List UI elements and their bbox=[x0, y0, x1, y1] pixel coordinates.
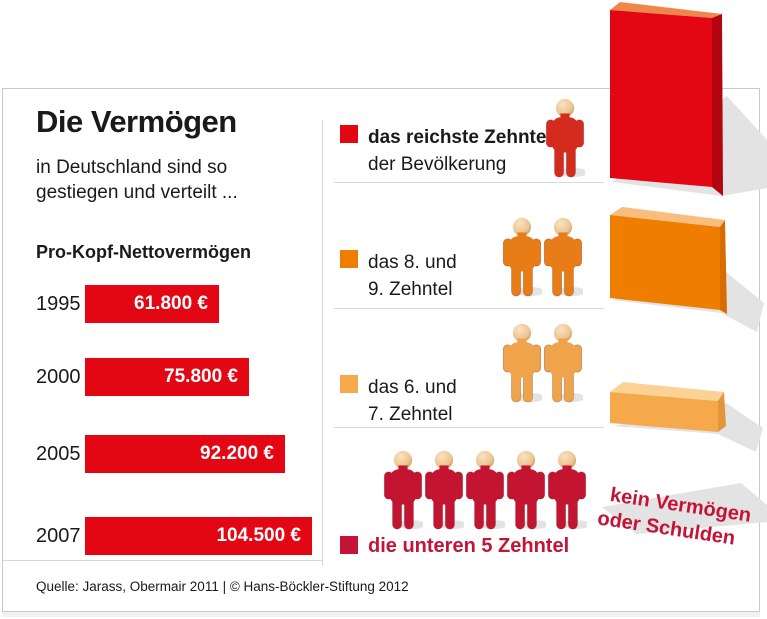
legend-swatch-6-7-decile bbox=[340, 375, 358, 393]
chart-row-1995: 1995 61.800 € bbox=[36, 285, 326, 323]
legend-label-6-7-decile: das 6. und 7. Zehntel bbox=[368, 377, 457, 425]
person-figure bbox=[545, 96, 585, 180]
legend-label-8-9-decile: das 8. und 9. Zehntel bbox=[368, 252, 457, 300]
value-bar: 104.500 € bbox=[85, 517, 312, 555]
people-icons-8-9-decile bbox=[502, 215, 583, 299]
person-figure bbox=[502, 215, 542, 299]
people-icons-lower-5-deciles bbox=[383, 448, 587, 532]
value-bar: 75.800 € bbox=[85, 358, 249, 396]
person-figure bbox=[543, 321, 583, 405]
person-figure bbox=[543, 215, 583, 299]
value-bar: 92.200 € bbox=[85, 435, 285, 473]
value-bar: 61.800 € bbox=[85, 285, 219, 323]
vertical-divider bbox=[322, 120, 323, 566]
legend-swatch-lower-5-deciles bbox=[340, 536, 358, 554]
year-label: 1995 bbox=[36, 293, 81, 315]
subtitle-line-1: in Deutschland sind so bbox=[36, 157, 228, 178]
source-credit: Quelle: Jarass, Obermair 2011 | © Hans-B… bbox=[36, 579, 409, 594]
legend-label-lower-5-deciles: die unteren 5 Zehntel bbox=[368, 535, 570, 557]
person-figure bbox=[465, 448, 505, 532]
chart-heading: Pro-Kopf-Nettovermögen bbox=[36, 242, 251, 262]
subtitle-line-2: gestiegen und verteilt ... bbox=[36, 182, 238, 203]
person-figure bbox=[424, 448, 464, 532]
chart-row-2005: 2005 92.200 € bbox=[36, 435, 326, 473]
people-icons-richest-decile bbox=[545, 96, 585, 180]
legend-separator-1 bbox=[334, 182, 604, 183]
legend-separator-3 bbox=[334, 427, 604, 428]
year-label: 2005 bbox=[36, 443, 81, 465]
legend-swatch-8-9-decile bbox=[340, 250, 358, 268]
person-figure bbox=[502, 321, 542, 405]
chart-bottom-rule bbox=[3, 560, 322, 561]
year-label: 2000 bbox=[36, 366, 81, 388]
person-figure bbox=[383, 448, 423, 532]
page-title: Die Vermögen bbox=[36, 104, 237, 139]
chart-row-2000: 2000 75.800 € bbox=[36, 358, 326, 396]
legend-label-richest-decile: das reichste Zehntel der Bevölkerung bbox=[368, 127, 552, 175]
people-icons-6-7-decile bbox=[502, 321, 583, 405]
legend-swatch-richest-decile bbox=[340, 125, 358, 143]
chart-row-2007: 2007 104.500 € bbox=[36, 517, 326, 555]
legend-separator-2 bbox=[334, 308, 604, 309]
person-figure bbox=[547, 448, 587, 532]
person-figure bbox=[506, 448, 546, 532]
year-label: 2007 bbox=[36, 525, 81, 547]
page-subtitle: in Deutschland sind so gestiegen und ver… bbox=[36, 155, 238, 205]
